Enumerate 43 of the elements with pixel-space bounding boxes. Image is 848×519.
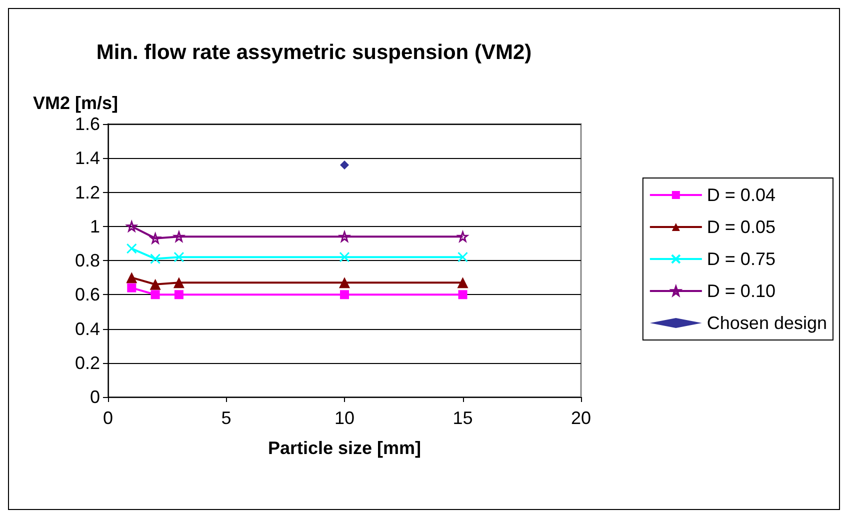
point bbox=[150, 290, 160, 300]
y-tick-label: 1.4 bbox=[74, 148, 100, 168]
point bbox=[457, 277, 468, 288]
point bbox=[127, 283, 136, 292]
point bbox=[174, 290, 184, 300]
y-axis-title: VM2 [m/s] bbox=[33, 93, 118, 113]
point bbox=[173, 277, 184, 288]
chart-title: Min. flow rate assymetric suspension (VM2) bbox=[96, 41, 532, 64]
x-axis-title: Particle size [mm] bbox=[268, 438, 422, 458]
x-tick-label: 10 bbox=[334, 408, 355, 428]
point bbox=[174, 252, 184, 262]
y-tick-label: 0.8 bbox=[74, 250, 100, 270]
legend-label: Chosen design bbox=[706, 313, 828, 333]
x-tick-label: 20 bbox=[570, 408, 592, 428]
point bbox=[458, 231, 468, 242]
y-tick-label: 0.2 bbox=[74, 352, 100, 373]
point bbox=[174, 231, 184, 242]
legend-label: D = 0.10 bbox=[706, 281, 776, 301]
point bbox=[126, 272, 138, 284]
point bbox=[339, 277, 350, 288]
y-tick-label: 1.6 bbox=[74, 114, 100, 134]
point bbox=[126, 243, 137, 254]
point bbox=[150, 278, 161, 290]
point bbox=[126, 221, 137, 232]
point bbox=[340, 290, 349, 300]
point bbox=[339, 231, 350, 242]
y-tick-label: 1 bbox=[90, 216, 100, 236]
legend-label: D = 0.05 bbox=[706, 217, 776, 237]
y-tick-label: 0.4 bbox=[74, 318, 100, 339]
x-tick-label: 5 bbox=[221, 408, 232, 428]
point bbox=[150, 233, 161, 244]
x-tick-label: 15 bbox=[452, 408, 473, 428]
point bbox=[150, 254, 161, 264]
point bbox=[458, 252, 468, 262]
point bbox=[458, 290, 468, 300]
x-tick-label: 0 bbox=[102, 408, 114, 428]
point bbox=[340, 160, 349, 170]
point bbox=[339, 252, 350, 262]
y-tick-label: 0 bbox=[90, 387, 100, 407]
y-tick-label: 1.2 bbox=[74, 182, 100, 202]
legend-label: D = 0.75 bbox=[706, 249, 776, 269]
y-tick-label: 0.6 bbox=[74, 284, 100, 305]
legend-label: D = 0.04 bbox=[706, 185, 776, 205]
